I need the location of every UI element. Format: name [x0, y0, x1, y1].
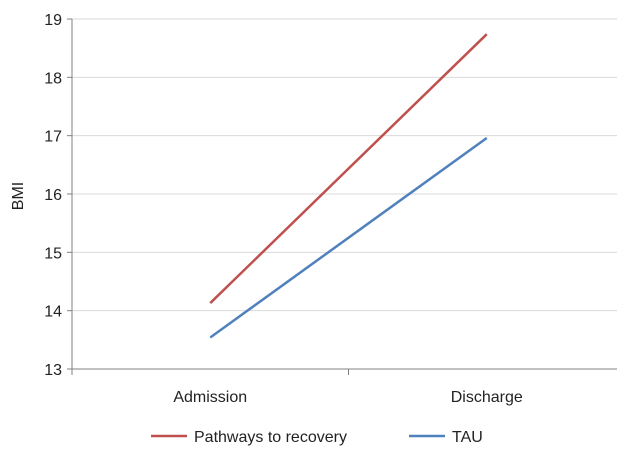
- y-tick-label: 17: [44, 129, 62, 146]
- y-tick-label: 16: [44, 187, 62, 204]
- y-tick-label: 15: [44, 245, 62, 262]
- legend: Pathways to recovery TAU: [151, 429, 483, 446]
- series-lines: [209, 33, 488, 339]
- y-tick-label: 19: [44, 12, 62, 29]
- x-tick-label: Admission: [173, 389, 247, 406]
- x-tick-labels: Admission Discharge: [173, 389, 523, 406]
- y-tick-labels: 13 14 15 16 17 18 19: [44, 12, 62, 379]
- legend-label: TAU: [452, 429, 483, 446]
- x-tick-label: Discharge: [451, 389, 523, 406]
- series-line-tau: [209, 136, 488, 339]
- legend-label: Pathways to recovery: [194, 429, 347, 446]
- series-line-pathways-to-recovery: [209, 33, 488, 304]
- y-tick-label: 18: [44, 70, 62, 87]
- y-axis-title: BMI: [10, 182, 27, 210]
- y-tick-label: 14: [44, 304, 62, 321]
- axes: [67, 18, 617, 375]
- gridlines: [72, 18, 617, 312]
- y-tick-label: 13: [44, 362, 62, 379]
